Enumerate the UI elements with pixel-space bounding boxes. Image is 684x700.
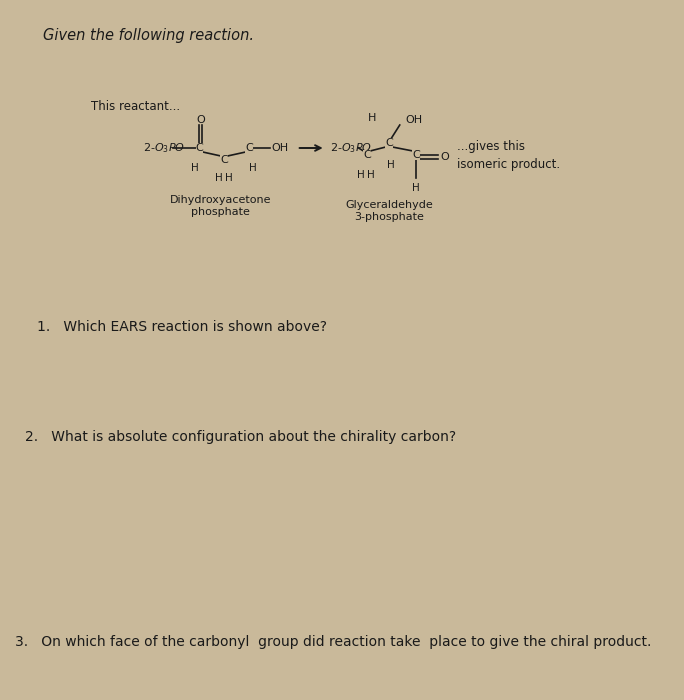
Text: C: C	[245, 143, 253, 153]
Text: Given the following reaction.: Given the following reaction.	[43, 28, 254, 43]
Text: H: H	[369, 113, 377, 123]
Text: H: H	[367, 170, 375, 180]
Text: Dihydroxyacetone
phosphate: Dihydroxyacetone phosphate	[170, 195, 272, 218]
Text: OH: OH	[405, 115, 422, 125]
Text: C: C	[412, 150, 420, 160]
Text: O: O	[196, 115, 205, 125]
Text: 1.   Which EARS reaction is shown above?: 1. Which EARS reaction is shown above?	[37, 320, 327, 334]
Text: 3.   On which face of the carbonyl  group did reaction take  place to give the c: 3. On which face of the carbonyl group d…	[15, 635, 651, 649]
Text: 2.   What is absolute configuration about the chirality carbon?: 2. What is absolute configuration about …	[25, 430, 456, 444]
Text: C: C	[363, 150, 371, 160]
Text: H: H	[412, 183, 420, 193]
Text: O: O	[440, 152, 449, 162]
Text: $2\text{-}O_3PO$: $2\text{-}O_3PO$	[330, 141, 372, 155]
Text: C: C	[196, 143, 203, 153]
Text: H: H	[387, 160, 395, 170]
Text: H: H	[357, 170, 365, 180]
Text: C: C	[220, 155, 228, 165]
Text: OH: OH	[272, 143, 289, 153]
Text: H: H	[225, 173, 233, 183]
Text: H: H	[215, 173, 222, 183]
Text: $2\text{-}O_3PO$: $2\text{-}O_3PO$	[144, 141, 185, 155]
Text: C: C	[385, 138, 393, 148]
Text: ...gives this
isomeric product.: ...gives this isomeric product.	[458, 140, 561, 171]
Text: H: H	[249, 163, 257, 173]
Text: Glyceraldehyde
3-phosphate: Glyceraldehyde 3-phosphate	[345, 200, 433, 223]
Text: This reactant...: This reactant...	[91, 100, 180, 113]
Text: H: H	[192, 163, 199, 173]
